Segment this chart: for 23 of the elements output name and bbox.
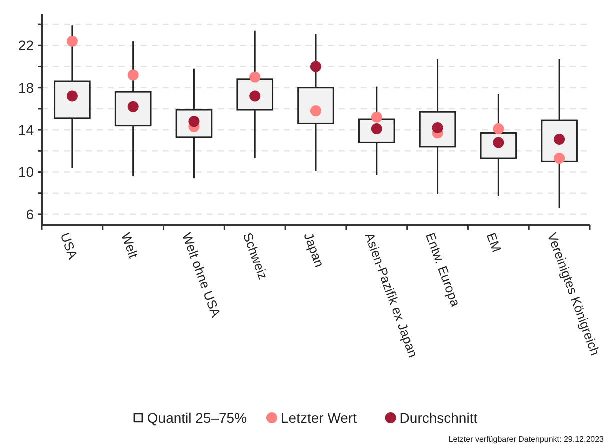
x-tick-label: EM — [484, 230, 505, 254]
legend-label: Letzter Wert — [281, 410, 358, 426]
point — [371, 112, 382, 123]
point — [128, 70, 139, 81]
text: Letzter verfügbarer Datenpunkt: 29.12.2023 — [448, 435, 605, 444]
x-tick-label: Welt — [118, 230, 142, 261]
point — [554, 153, 566, 164]
point — [310, 61, 322, 72]
point — [493, 123, 504, 134]
y-tick-label: 6 — [26, 206, 34, 222]
point — [66, 36, 78, 47]
x-tick-label: Schweiz — [240, 230, 271, 282]
legend-label: Quantil 25–75% — [147, 410, 248, 426]
point — [250, 72, 261, 83]
x-tick-label: Entw. Europa — [422, 230, 464, 310]
y-tick-label: 10 — [18, 164, 34, 180]
x-tick-label: Welt ohne USA — [179, 230, 224, 320]
legend-label: Durchschnitt — [400, 410, 478, 426]
x-tick-label: Japan — [301, 230, 328, 270]
y-tick-label: 14 — [18, 122, 34, 138]
y-tick-label: 18 — [18, 80, 34, 96]
x-tick-label: USA — [58, 230, 81, 262]
y-tick-label: 22 — [18, 38, 34, 54]
